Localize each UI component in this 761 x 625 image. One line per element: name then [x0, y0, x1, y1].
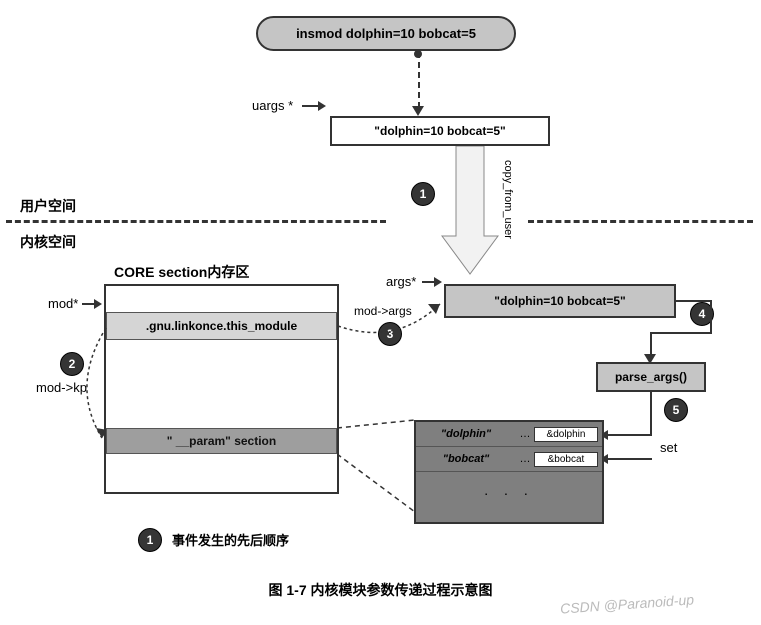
edge-4-h	[676, 300, 712, 302]
cmd-node: insmod dolphin=10 bobcat=5	[256, 16, 516, 51]
param-name-1: "bobcat"	[416, 453, 516, 465]
param-dots-0: …	[516, 428, 534, 440]
param-section-text: " __param" section	[167, 434, 276, 448]
gnu-section-bar: .gnu.linkonce.this_module	[106, 312, 337, 340]
edge-4-h2	[650, 332, 712, 334]
edge-5-h1	[608, 434, 652, 436]
cmd-text: insmod dolphin=10 bobcat=5	[296, 26, 476, 41]
legend-text: 事件发生的先后顺序	[172, 530, 289, 549]
step-circle-5: 5	[664, 398, 688, 422]
edge-4-v2	[650, 332, 652, 356]
legend-circle: 1	[138, 528, 162, 552]
projection-lines	[337, 418, 417, 518]
set-label: set	[660, 440, 677, 455]
param-dots-1: …	[516, 453, 534, 465]
param-row-0: "dolphin" … &dolphin	[416, 422, 602, 447]
user-args-text: "dolphin=10 bobcat=5"	[374, 124, 505, 138]
parse-args-box: parse_args()	[596, 362, 706, 392]
core-section-title: CORE section内存区	[114, 262, 249, 282]
kernel-args-box: "dolphin=10 bobcat=5"	[444, 284, 676, 318]
kernel-space-label: 内核空间	[20, 232, 76, 252]
param-row-1: "bobcat" … &bobcat	[416, 447, 602, 472]
args-label: args*	[386, 274, 416, 289]
edge-4-v	[710, 300, 712, 332]
gnu-section-text: .gnu.linkonce.this_module	[146, 319, 297, 333]
user-space-label: 用户空间	[20, 196, 76, 216]
mod-label: mod*	[48, 296, 78, 311]
param-section-bar: " __param" section	[106, 428, 337, 454]
param-ptr-0: &dolphin	[534, 427, 598, 442]
param-table: "dolphin" … &dolphin "bobcat" … &bobcat …	[414, 420, 604, 524]
copy-from-user-label: copy_from_user	[502, 160, 514, 239]
edge-cmd-to-uargs	[418, 52, 420, 108]
uargs-label: uargs *	[252, 98, 293, 113]
edge-5-h2	[608, 458, 652, 460]
kernel-args-text: "dolphin=10 bobcat=5"	[494, 294, 625, 308]
diagram-canvas: insmod dolphin=10 bobcat=5 uargs * "dolp…	[0, 0, 761, 625]
mod-args-curve	[336, 298, 446, 336]
edge-cmd-to-uargs-head	[412, 106, 424, 116]
space-divider-1	[6, 220, 386, 223]
param-name-0: "dolphin"	[416, 428, 516, 440]
uargs-arrow-head	[318, 101, 326, 111]
big-down-arrow	[440, 146, 500, 286]
user-args-box: "dolphin=10 bobcat=5"	[330, 116, 550, 146]
step-circle-1: 1	[411, 182, 435, 206]
param-ptr-1: &bobcat	[534, 452, 598, 467]
edge-start-dot	[414, 50, 422, 58]
parse-args-text: parse_args()	[615, 370, 687, 384]
args-arrow-head	[434, 277, 442, 287]
mod-arrow-head	[94, 299, 102, 309]
edge-5-v	[650, 392, 652, 436]
space-divider-2	[528, 220, 753, 223]
param-ellipsis: . . .	[416, 472, 602, 522]
